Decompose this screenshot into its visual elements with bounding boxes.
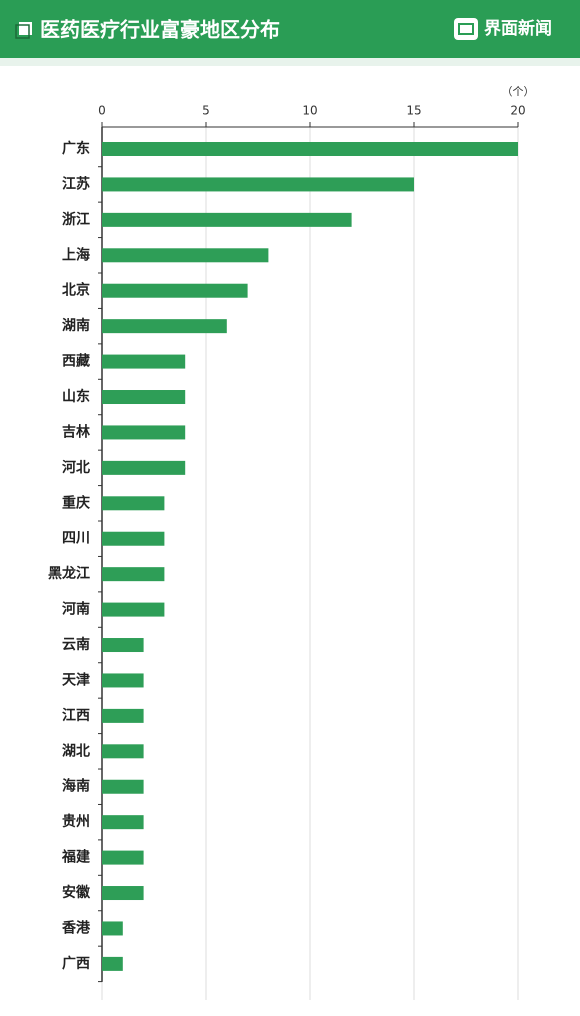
y-tick-label: 吉林 xyxy=(62,423,90,440)
chart-title: 医药医疗行业富豪地区分布 xyxy=(40,18,280,42)
brand: 界面新闻 xyxy=(484,18,552,39)
bar xyxy=(102,142,518,156)
y-tick-label: 四川 xyxy=(62,531,90,547)
bar xyxy=(102,354,186,369)
y-tick-label: 天津 xyxy=(62,671,90,688)
y-tick-label: 湖南 xyxy=(62,317,90,334)
y-tick-label: 重庆 xyxy=(62,494,90,511)
bar xyxy=(102,886,144,901)
bar xyxy=(102,673,144,688)
title-icon xyxy=(19,22,32,35)
y-tick-label: 广东 xyxy=(62,140,90,157)
bar xyxy=(102,177,414,192)
header-bar xyxy=(0,0,580,58)
x-tick-label: 15 xyxy=(406,104,421,118)
y-tick-label: 西藏 xyxy=(62,353,90,370)
y-tick-label: 河北 xyxy=(62,459,90,476)
bar xyxy=(102,248,269,263)
bar xyxy=(102,956,123,971)
x-tick-label: 10 xyxy=(302,104,317,118)
bar xyxy=(102,708,144,723)
bar xyxy=(102,460,186,475)
title-icon-frame xyxy=(15,24,30,39)
unit-label: （个） xyxy=(502,85,535,98)
bar xyxy=(102,602,165,617)
y-tick-label: 贵州 xyxy=(62,813,90,830)
x-tick-label: 5 xyxy=(202,104,210,118)
bar xyxy=(102,921,123,936)
bar xyxy=(102,850,144,865)
bar xyxy=(102,283,248,298)
bar xyxy=(102,779,144,794)
y-tick-label: 湖北 xyxy=(62,743,90,759)
y-tick-label: 江苏 xyxy=(62,175,90,192)
bar xyxy=(102,212,352,227)
bar xyxy=(102,319,227,334)
y-tick-label: 黑龙江 xyxy=(48,565,90,582)
y-tick-label: 香港 xyxy=(61,919,91,936)
x-tick-label: 0 xyxy=(98,104,106,118)
bar xyxy=(102,567,165,582)
y-tick-label: 山东 xyxy=(62,388,90,405)
brand-icon xyxy=(454,18,478,40)
y-tick-label: 海南 xyxy=(62,778,90,795)
bar xyxy=(102,638,144,653)
y-tick-label: 江西 xyxy=(62,707,90,724)
bar xyxy=(102,744,144,759)
x-tick-label: 20 xyxy=(510,104,525,118)
bar xyxy=(102,390,186,405)
y-tick-label: 上海 xyxy=(62,246,90,263)
bar xyxy=(102,425,186,440)
bar xyxy=(102,531,165,546)
header-shadow xyxy=(0,58,580,66)
y-tick-label: 浙江 xyxy=(62,211,90,228)
y-tick-label: 北京 xyxy=(62,282,90,299)
y-tick-label: 云南 xyxy=(62,636,90,653)
y-tick-label: 福建 xyxy=(61,849,90,866)
bar xyxy=(102,815,144,830)
y-tick-label: 广西 xyxy=(62,955,90,972)
brand-icon-inner xyxy=(458,23,474,35)
y-tick-label: 河南 xyxy=(62,601,90,618)
y-tick-label: 安徽 xyxy=(62,884,91,901)
bar xyxy=(102,496,165,511)
